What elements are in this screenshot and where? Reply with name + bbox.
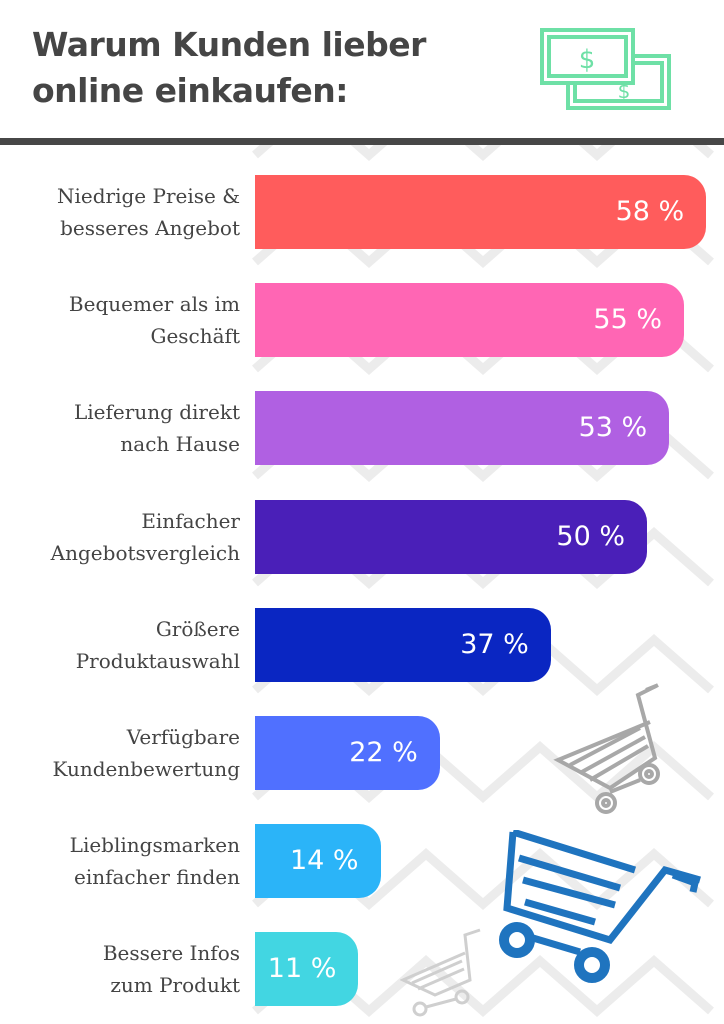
- bar-label-line: nach Hause: [120, 432, 240, 457]
- bar-value-label: 53 %: [578, 412, 648, 444]
- page-title: Warum Kunden lieber online einkaufen:: [32, 22, 426, 114]
- bar: 53 %: [255, 391, 670, 466]
- bar: 37 %: [255, 607, 551, 682]
- bar-label-line: Kundenbewertung: [52, 757, 240, 781]
- bar-label-line: einfacher finden: [73, 865, 240, 890]
- bar-label-line: Lieblingsmarken: [69, 833, 240, 858]
- bar-label: Bessere Infos zum Produkt: [0, 937, 240, 1001]
- svg-text:$: $: [618, 79, 631, 103]
- bar-label-line: Einfacher: [141, 508, 240, 533]
- bar-label: Verfügbare Kundenbewertung: [0, 721, 240, 785]
- header-divider: [0, 138, 724, 145]
- bar-label: Niedrige Preise & besseres Angebot: [0, 180, 240, 244]
- bar-label-line: Angebotsvergleich: [50, 540, 240, 565]
- bar-label-line: zum Produkt: [110, 973, 240, 998]
- shopping-cart-icon-light: [400, 928, 481, 1017]
- bar-value-label: 11 %: [267, 953, 337, 985]
- bar-value-label: 37 %: [460, 628, 529, 660]
- bar-label: Größere Produktauswahl: [0, 613, 240, 677]
- bar-label-line: Lieferung direkt: [74, 400, 240, 425]
- bar: 55 %: [255, 283, 684, 358]
- bar-label: Lieblingsmarken einfacher finden: [0, 829, 240, 893]
- bar-label: Bequemer als im Geschäft: [0, 288, 240, 352]
- bar: 11 %: [255, 932, 359, 1007]
- shopping-cart-icon-gray: [553, 683, 660, 814]
- bar-label-line: Größere: [155, 616, 240, 641]
- money-bills-icon: $ $: [540, 28, 671, 110]
- bar-label-line: Bequemer als im: [68, 292, 240, 317]
- bar-value-label: 58 %: [615, 196, 685, 227]
- bar-label-line: Verfügbare: [126, 725, 240, 749]
- bar: 22 %: [255, 716, 440, 790]
- bar-label-line: Bessere Infos: [102, 941, 240, 966]
- bar: 50 %: [255, 499, 647, 574]
- bar-value-label: 50 %: [556, 520, 625, 552]
- bar: 58 %: [255, 175, 707, 249]
- svg-text:$: $: [579, 45, 596, 75]
- title-line-2: online einkaufen:: [32, 71, 348, 110]
- bar-label-line: Niedrige Preise &: [57, 184, 240, 208]
- bar-value-label: 55 %: [593, 304, 662, 336]
- bar-label: Einfacher Angebotsvergleich: [0, 505, 240, 569]
- bar: 14 %: [255, 824, 381, 899]
- bar-label: Lieferung direkt nach Hause: [0, 396, 240, 460]
- bar-label-line: besseres Angebot: [60, 216, 240, 240]
- bar-value-label: 14 %: [289, 845, 359, 877]
- bar-value-label: 22 %: [349, 737, 418, 768]
- bar-label-line: Produktauswahl: [75, 648, 240, 673]
- title-line-1: Warum Kunden lieber: [32, 25, 426, 64]
- zigzag-line: [252, 145, 714, 161]
- shopping-cart-icon-blue: [499, 830, 701, 983]
- bar-label-line: Geschäft: [150, 324, 240, 349]
